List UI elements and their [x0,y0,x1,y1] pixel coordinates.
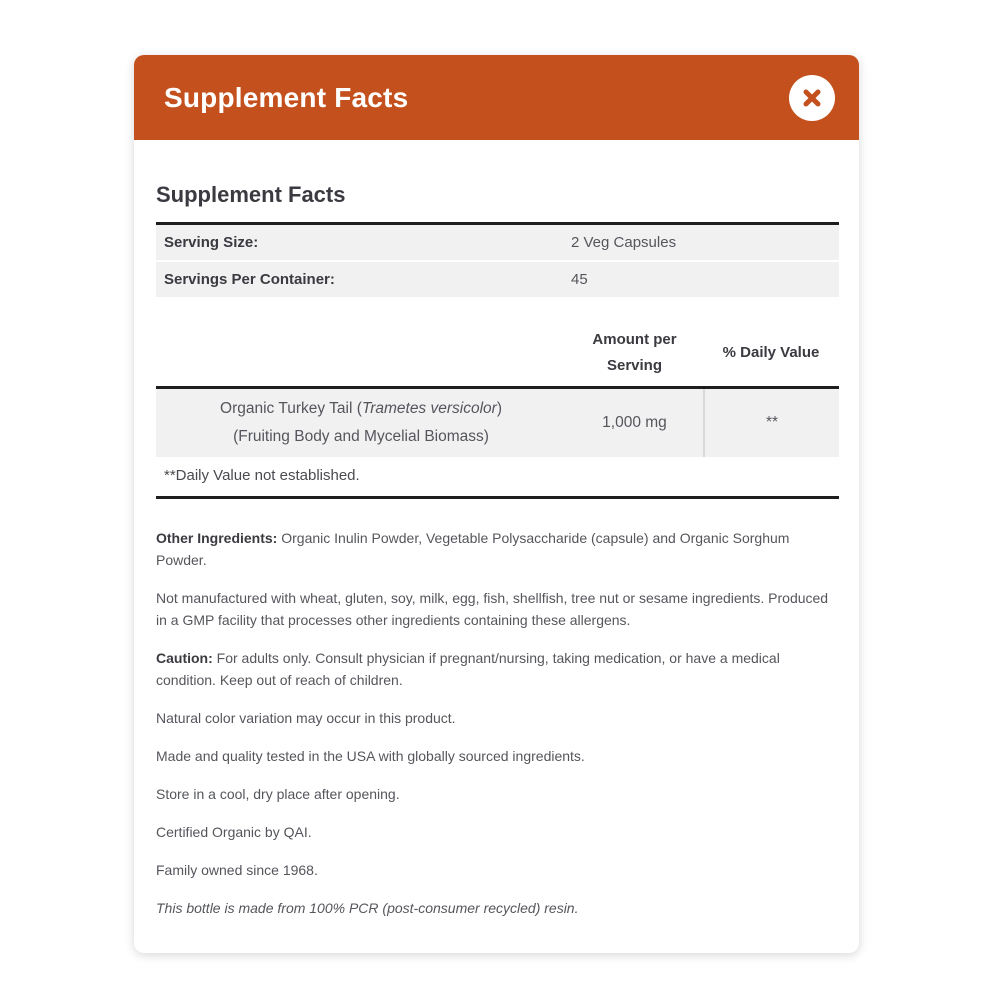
note-paragraph: Other Ingredients: Organic Inulin Powder… [156,530,790,568]
note-paragraph: This bottle is made from 100% PCR (post-… [156,900,579,916]
modal-title: Supplement Facts [164,81,409,113]
serving-info-row: Serving Size: 2 Veg Capsules [156,225,839,262]
supplement-facts-modal: Supplement Facts Supplement Facts Servin… [134,55,859,953]
modal-header: Supplement Facts [134,55,859,140]
daily-value-header: % Daily Value [722,344,820,361]
serving-info-label: Serving Size: [164,234,259,251]
note-paragraph: Not manufactured with wheat, gluten, soy… [156,590,829,628]
nutrient-table-body: Organic Turkey Tail (Trametes versicolor… [156,389,839,457]
serving-info-row: Servings Per Container: 45 [156,262,839,299]
product-notes: Other Ingredients: Organic Inulin Powder… [156,527,839,919]
amount-per-serving-header: Amount per Serving [592,331,677,374]
note-paragraph: Natural color variation may occur in thi… [156,710,456,726]
serving-info-value: 45 [571,271,588,288]
note-paragraph: Caution: For adults only. Consult physic… [156,650,780,688]
daily-value-footnote: **Daily Value not established. [156,457,839,499]
modal-body: Supplement Facts Serving Size: 2 Veg Caps… [134,140,859,953]
note-paragraph: Family owned since 1968. [156,862,318,878]
panel-heading: Supplement Facts [156,182,346,207]
note-paragraph: Certified Organic by QAI. [156,824,312,840]
note-paragraph: Made and quality tested in the USA with … [156,748,585,764]
close-button[interactable] [789,74,835,121]
nutrient-name: Organic Turkey Tail (Trametes versicolor… [220,400,502,445]
nutrient-amount: 1,000 mg [602,414,667,431]
serving-info-label: Servings Per Container: [164,271,335,288]
nutrient-table-header: Amount per Serving % Daily Value [156,327,839,389]
x-icon [802,88,822,108]
serving-info-table: Serving Size: 2 Veg Capsules Servings Per … [156,222,839,299]
note-paragraph: Store in a cool, dry place after opening… [156,786,400,802]
nutrient-daily-value: ** [703,389,839,457]
nutrient-row: Organic Turkey Tail (Trametes versicolor… [156,389,839,457]
serving-info-value: 2 Veg Capsules [571,234,677,251]
